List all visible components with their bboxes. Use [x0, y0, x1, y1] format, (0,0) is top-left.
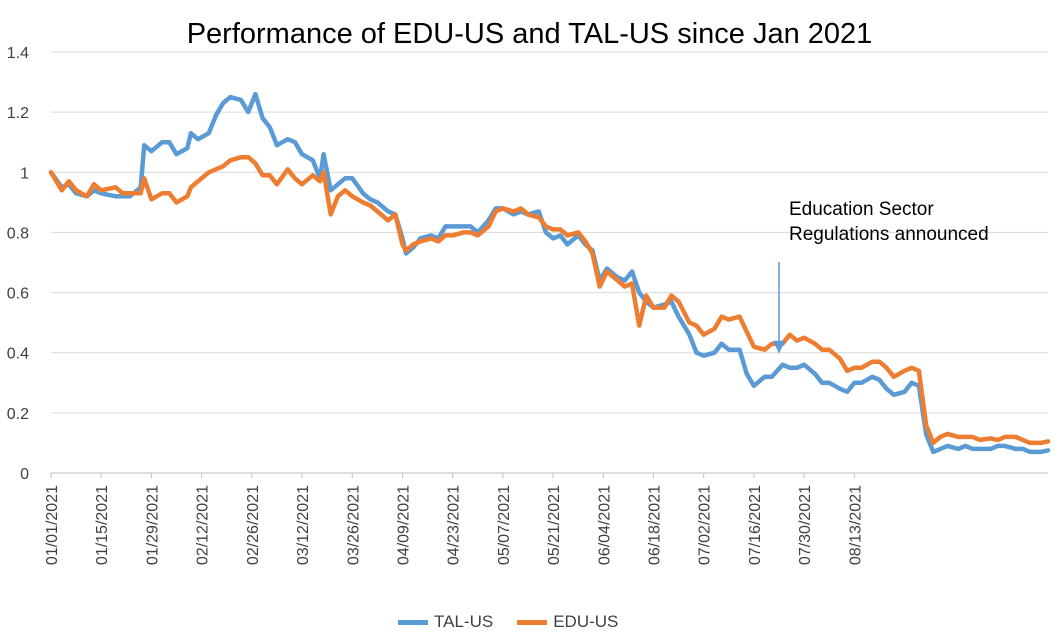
annotation-text-line1: Education Sector — [789, 199, 934, 220]
gridlines — [51, 51, 1048, 474]
y-tick-label: 1.4 — [7, 45, 29, 62]
x-tick-label: 05/21/2021 — [546, 485, 563, 565]
annotation: Education Sector Regulations announced — [773, 199, 989, 354]
legend-item-edu[interactable]: EDU-US — [517, 612, 618, 632]
x-axis: 01/01/2021 01/15/2021 01/29/2021 02/12/2021… — [44, 472, 1048, 565]
series-lines — [48, 91, 1051, 455]
legend: TAL-US EDU-US — [398, 612, 642, 632]
y-tick-label: 0.2 — [7, 406, 29, 423]
y-tick-label: 0.8 — [7, 225, 29, 242]
x-tick-label: 02/26/2021 — [245, 485, 262, 565]
x-tick-label: 01/29/2021 — [144, 485, 161, 565]
x-tick-label: 07/30/2021 — [797, 485, 814, 565]
legend-label-edu: EDU-US — [553, 612, 619, 631]
x-tick-label: 02/12/2021 — [195, 485, 212, 565]
x-tick-label: 06/04/2021 — [596, 485, 613, 565]
x-tick-label: 04/23/2021 — [446, 485, 463, 565]
y-tick-label: 1 — [20, 165, 29, 182]
x-tick-label: 03/26/2021 — [345, 485, 362, 565]
series-line-edu-us — [48, 154, 1051, 446]
chart-title: Performance of EDU-US and TAL-US since J… — [186, 18, 873, 50]
legend-swatch-tal — [398, 619, 428, 625]
x-tick-label: 01/15/2021 — [94, 485, 111, 565]
x-tick-label: 07/16/2021 — [747, 485, 764, 565]
x-tick-label: 03/12/2021 — [295, 485, 312, 565]
legend-item-tal[interactable]: TAL-US — [398, 612, 493, 632]
x-tick-label: 01/01/2021 — [44, 485, 61, 565]
series-line-tal-us — [48, 91, 1051, 455]
y-tick-label: 0 — [20, 466, 29, 483]
y-tick-label: 0.6 — [7, 286, 29, 303]
y-tick-label: 1.2 — [7, 105, 29, 122]
x-tick-label: 05/07/2021 — [496, 485, 513, 565]
legend-swatch-edu — [517, 619, 548, 625]
x-tick-label: 07/02/2021 — [697, 485, 714, 565]
x-tick-label: 08/13/2021 — [847, 485, 864, 565]
x-tick-label: 06/18/2021 — [647, 485, 664, 565]
annotation-arrow-head — [773, 340, 786, 354]
annotation-text-line2: Regulations announced — [789, 224, 989, 245]
y-axis: 0 0.2 0.4 0.6 0.8 1 1.2 1.4 — [7, 45, 29, 483]
x-tick-label: 04/09/2021 — [395, 485, 412, 565]
legend-label-tal: TAL-US — [434, 612, 494, 631]
y-tick-label: 0.4 — [7, 346, 29, 363]
